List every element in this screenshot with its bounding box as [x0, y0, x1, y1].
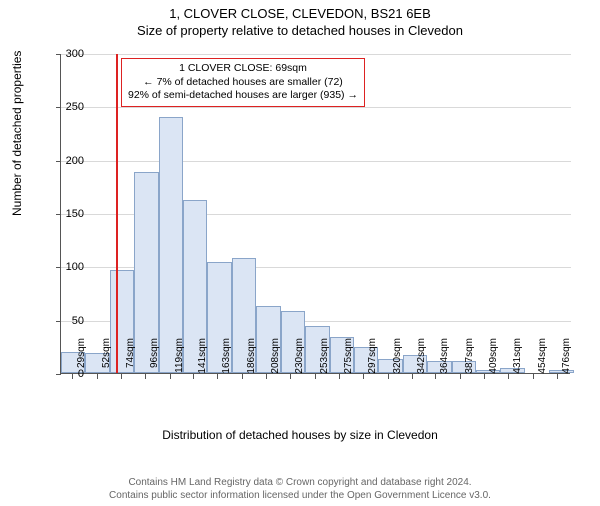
- xtick-label: 409sqm: [488, 338, 499, 380]
- footer-attribution: Contains HM Land Registry data © Crown c…: [0, 476, 600, 502]
- xtick-mark: [170, 374, 171, 379]
- xtick-mark: [242, 374, 243, 379]
- xtick-label: 364sqm: [439, 338, 450, 380]
- chart-title-address: 1, CLOVER CLOSE, CLEVEDON, BS21 6EB: [0, 6, 600, 21]
- ytick-label: 100: [44, 261, 84, 273]
- footer-line2: Contains public sector information licen…: [0, 489, 600, 502]
- xtick-mark: [508, 374, 509, 379]
- xtick-mark: [97, 374, 98, 379]
- xtick-mark: [266, 374, 267, 379]
- annotation-line1: 1 CLOVER CLOSE: 69sqm: [128, 62, 358, 76]
- xtick-label: 275sqm: [343, 338, 354, 380]
- ytick-label: 300: [44, 48, 84, 60]
- xtick-label: 342sqm: [416, 338, 427, 380]
- xtick-mark: [412, 374, 413, 379]
- x-axis-label: Distribution of detached houses by size …: [0, 428, 600, 442]
- xtick-label: 186sqm: [246, 338, 257, 380]
- gridline: [61, 107, 571, 108]
- annotation-line3: 92% of semi-detached houses are larger (…: [128, 89, 358, 103]
- histogram-bar: [159, 117, 183, 373]
- xtick-label: 387sqm: [464, 338, 475, 380]
- ytick-label: 0: [44, 368, 84, 380]
- xtick-label: 454sqm: [537, 338, 548, 380]
- ytick-label: 150: [44, 208, 84, 220]
- reference-line: [116, 54, 118, 373]
- xtick-mark: [363, 374, 364, 379]
- ytick-label: 50: [44, 315, 84, 327]
- xtick-mark: [193, 374, 194, 379]
- xtick-label: 476sqm: [561, 338, 572, 380]
- xtick-label: 297sqm: [367, 338, 378, 380]
- xtick-label: 141sqm: [197, 338, 208, 380]
- chart-area: 1 CLOVER CLOSE: 69sqm ← 7% of detached h…: [60, 54, 570, 424]
- xtick-label: 253sqm: [319, 338, 330, 380]
- ytick-label: 250: [44, 101, 84, 113]
- chart-title-description: Size of property relative to detached ho…: [0, 23, 600, 38]
- xtick-label: 431sqm: [512, 338, 523, 380]
- xtick-mark: [435, 374, 436, 379]
- xtick-mark: [339, 374, 340, 379]
- y-axis-label: Number of detached properties: [10, 51, 24, 216]
- xtick-mark: [460, 374, 461, 379]
- xtick-label: 163sqm: [221, 338, 232, 380]
- xtick-mark: [290, 374, 291, 379]
- xtick-mark: [533, 374, 534, 379]
- gridline: [61, 54, 571, 55]
- xtick-label: 96sqm: [149, 338, 160, 380]
- xtick-label: 52sqm: [101, 338, 112, 380]
- xtick-mark: [217, 374, 218, 379]
- xtick-mark: [388, 374, 389, 379]
- xtick-label: 208sqm: [270, 338, 281, 380]
- gridline: [61, 161, 571, 162]
- xtick-mark: [557, 374, 558, 379]
- footer-line1: Contains HM Land Registry data © Crown c…: [0, 476, 600, 489]
- xtick-label: 230sqm: [294, 338, 305, 380]
- xtick-label: 74sqm: [125, 338, 136, 380]
- xtick-mark: [315, 374, 316, 379]
- histogram-plot: 1 CLOVER CLOSE: 69sqm ← 7% of detached h…: [60, 54, 570, 374]
- xtick-mark: [145, 374, 146, 379]
- xtick-label: 320sqm: [392, 338, 403, 380]
- xtick-mark: [121, 374, 122, 379]
- xtick-mark: [484, 374, 485, 379]
- ytick-label: 200: [44, 155, 84, 167]
- xtick-label: 119sqm: [174, 338, 185, 380]
- annotation-line2: ← 7% of detached houses are smaller (72): [128, 76, 358, 90]
- annotation-box: 1 CLOVER CLOSE: 69sqm ← 7% of detached h…: [121, 58, 365, 107]
